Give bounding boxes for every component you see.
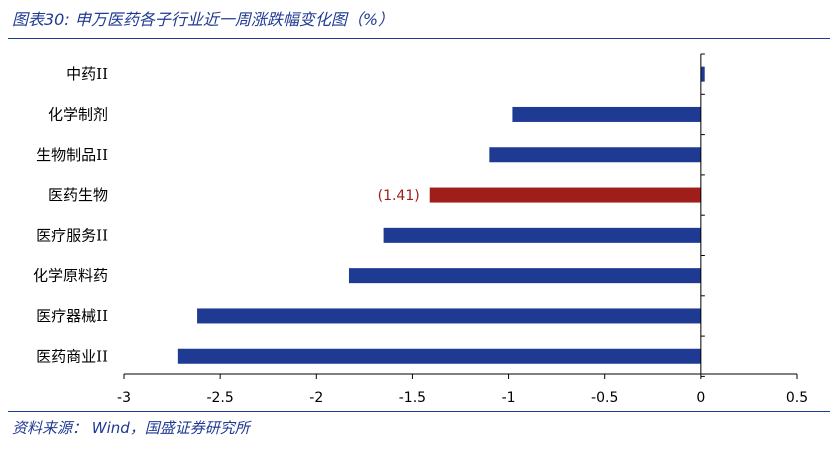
bar-1: [700, 66, 705, 82]
category-label: 生物制品II: [36, 146, 108, 164]
category-label: 医药商业II: [36, 347, 108, 365]
x-tick-label: -2: [309, 390, 323, 406]
x-tick-label: -1.5: [399, 390, 426, 406]
chart-title: 图表30: 申万医药各子行业近一周涨跌幅变化图（%）: [12, 10, 395, 29]
category-label: 化学原料药: [33, 267, 108, 285]
category-label: 医疗服务II: [36, 226, 108, 244]
category-label: 医药生物: [48, 186, 108, 204]
x-tick-label: -3: [117, 390, 131, 406]
data-label: (1.41): [378, 188, 420, 204]
bar-7: [197, 308, 701, 324]
bar-8: [177, 348, 701, 364]
x-tick-label: -0.5: [591, 390, 618, 406]
category-label: 化学制剂: [48, 105, 108, 123]
bar-5: [383, 227, 701, 243]
bar-4: [429, 187, 701, 203]
bar-2: [512, 106, 701, 122]
x-tick-label: -1: [502, 390, 516, 406]
footer-divider: [8, 411, 830, 412]
category-label: 医疗器械II: [36, 307, 108, 325]
title-divider: [8, 38, 830, 39]
source-note: 资料来源： Wind，国盛证券研究所: [12, 419, 250, 437]
bar-3: [489, 147, 701, 163]
category-label: 中药II: [66, 65, 108, 83]
x-tick-label: 0.5: [786, 390, 808, 406]
x-tick-label: -2.5: [206, 390, 233, 406]
x-tick-label: 0: [696, 390, 705, 406]
bar-6: [348, 268, 701, 284]
